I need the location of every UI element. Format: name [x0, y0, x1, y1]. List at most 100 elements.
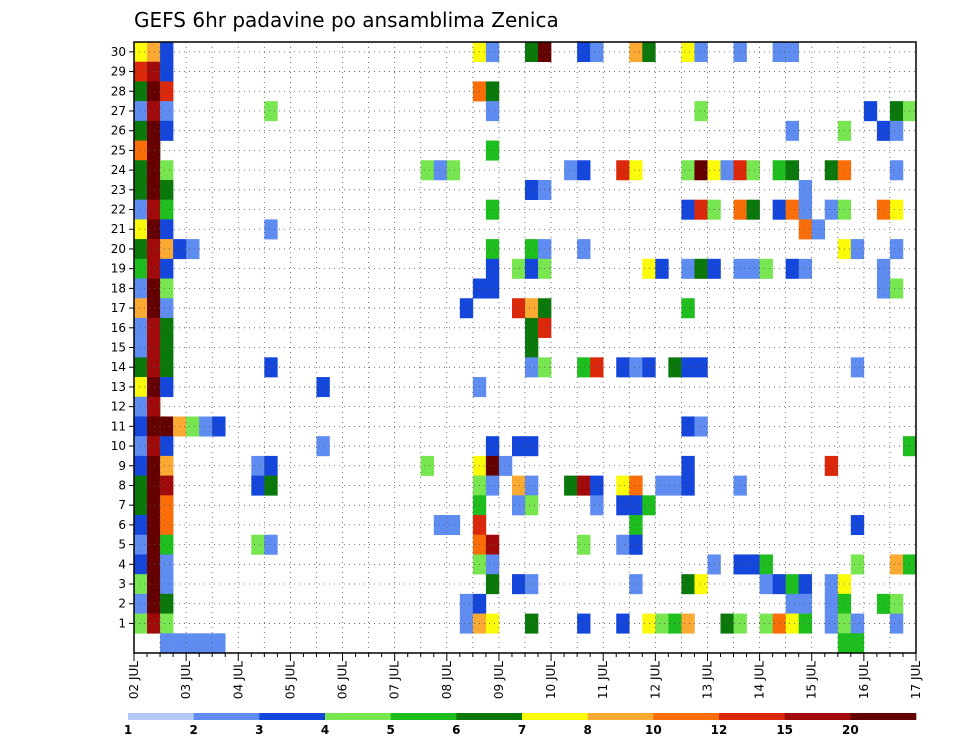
y-tick-label: 16	[111, 321, 126, 335]
heatmap-cell	[525, 179, 539, 200]
heatmap-cell	[824, 613, 839, 634]
colorbar-label: 8	[583, 723, 591, 737]
heatmap-cell	[173, 633, 187, 654]
heatmap-cell	[160, 81, 174, 102]
heatmap-cell	[485, 278, 500, 299]
heatmap-cell	[564, 160, 578, 181]
heatmap-cell	[746, 258, 760, 279]
x-tick-label: 07 JUL	[388, 661, 402, 699]
heatmap-cell	[160, 120, 174, 141]
heatmap-cell	[525, 495, 539, 516]
heatmap-cell	[459, 613, 474, 634]
y-tick-label: 28	[111, 84, 126, 98]
heatmap-cell	[694, 416, 708, 437]
x-tick-label: 09 JUL	[492, 661, 506, 699]
y-tick-label: 1	[118, 616, 126, 630]
colorbar-label: 15	[776, 723, 793, 737]
heatmap-cell	[577, 239, 591, 260]
heatmap-cell	[147, 101, 161, 122]
heatmap-cell	[759, 554, 773, 575]
heatmap-cell	[264, 101, 278, 122]
heatmap-cell	[134, 455, 148, 476]
heatmap-cell	[577, 42, 591, 63]
heatmap-cell	[681, 298, 695, 319]
heatmap-cell	[485, 455, 500, 476]
heatmap-cell	[147, 396, 161, 417]
heatmap-cell	[264, 357, 278, 378]
heatmap-cell	[160, 613, 174, 634]
x-tick-label: 15 JUL	[805, 661, 819, 699]
y-tick-label: 29	[111, 65, 126, 79]
heatmap-cell	[147, 258, 161, 279]
heatmap-cell	[485, 554, 500, 575]
heatmap-cell	[525, 317, 539, 338]
heatmap-cell	[525, 258, 539, 279]
y-tick-label: 7	[118, 498, 126, 512]
heatmap-cell	[160, 42, 174, 63]
heatmap-cell	[798, 258, 813, 279]
heatmap-cell	[134, 554, 148, 575]
heatmap-cell	[134, 298, 148, 319]
y-tick-label: 20	[111, 242, 126, 256]
heatmap-cell	[160, 357, 174, 378]
heatmap-cell	[147, 534, 161, 555]
heatmap-cell	[785, 120, 799, 141]
heatmap-cell	[616, 613, 630, 634]
heatmap-cell	[160, 416, 174, 437]
x-tick-label: 11 JUL	[596, 661, 610, 699]
heatmap-cell	[824, 593, 839, 614]
heatmap-cell	[186, 416, 200, 437]
heatmap-cell	[616, 357, 630, 378]
colorbar-segment	[653, 713, 720, 720]
heatmap-cell	[642, 258, 656, 279]
heatmap-cell	[511, 298, 526, 319]
heatmap-cell	[798, 199, 813, 220]
heatmap-cell	[655, 258, 669, 279]
heatmap-cell	[850, 515, 865, 536]
colorbar-label: 2	[189, 723, 197, 737]
heatmap-cell	[134, 61, 148, 82]
heatmap-cell	[629, 495, 643, 516]
heatmap-cell	[668, 613, 682, 634]
heatmap-cell	[681, 416, 695, 437]
heatmap-cell	[850, 239, 865, 260]
heatmap-cell	[824, 574, 839, 595]
y-tick-label: 19	[111, 262, 126, 276]
heatmap-cell	[668, 357, 682, 378]
heatmap-cell	[199, 416, 213, 437]
colorbar-segment	[784, 713, 851, 720]
heatmap-cell	[160, 534, 174, 555]
heatmap-cell	[147, 377, 161, 398]
heatmap-cell	[525, 298, 539, 319]
y-tick-label: 25	[111, 143, 126, 157]
colorbar-segment	[128, 713, 194, 720]
colorbar-label: 7	[518, 723, 526, 737]
colorbar-segment	[522, 713, 588, 720]
y-tick-label: 22	[111, 203, 126, 217]
heatmap-cell	[160, 574, 174, 595]
heatmap-cell	[147, 199, 161, 220]
y-tick-label: 24	[111, 163, 126, 177]
colorbar-label: 10	[645, 723, 662, 737]
heatmap-cell	[160, 633, 174, 654]
heatmap-cell	[485, 436, 500, 457]
heatmap-cell	[655, 475, 669, 496]
heatmap-cell	[759, 574, 773, 595]
colorbar-label: 5	[386, 723, 394, 737]
heatmap-cell	[694, 574, 708, 595]
heatmap-cell	[564, 475, 578, 496]
heatmap-cell	[694, 160, 708, 181]
heatmap-cell	[212, 633, 226, 654]
y-tick-label: 15	[111, 341, 126, 355]
heatmap-cell	[147, 317, 161, 338]
heatmap-cell	[681, 574, 695, 595]
heatmap-cell	[889, 593, 904, 614]
heatmap-cell	[746, 554, 760, 575]
heatmap-cell	[160, 179, 174, 200]
gridlines	[134, 42, 916, 653]
heatmap-cell	[733, 258, 747, 279]
heatmap-cell	[511, 495, 526, 516]
heatmap-cell	[642, 613, 656, 634]
heatmap-cell	[785, 199, 799, 220]
heatmap-cell	[485, 140, 500, 161]
